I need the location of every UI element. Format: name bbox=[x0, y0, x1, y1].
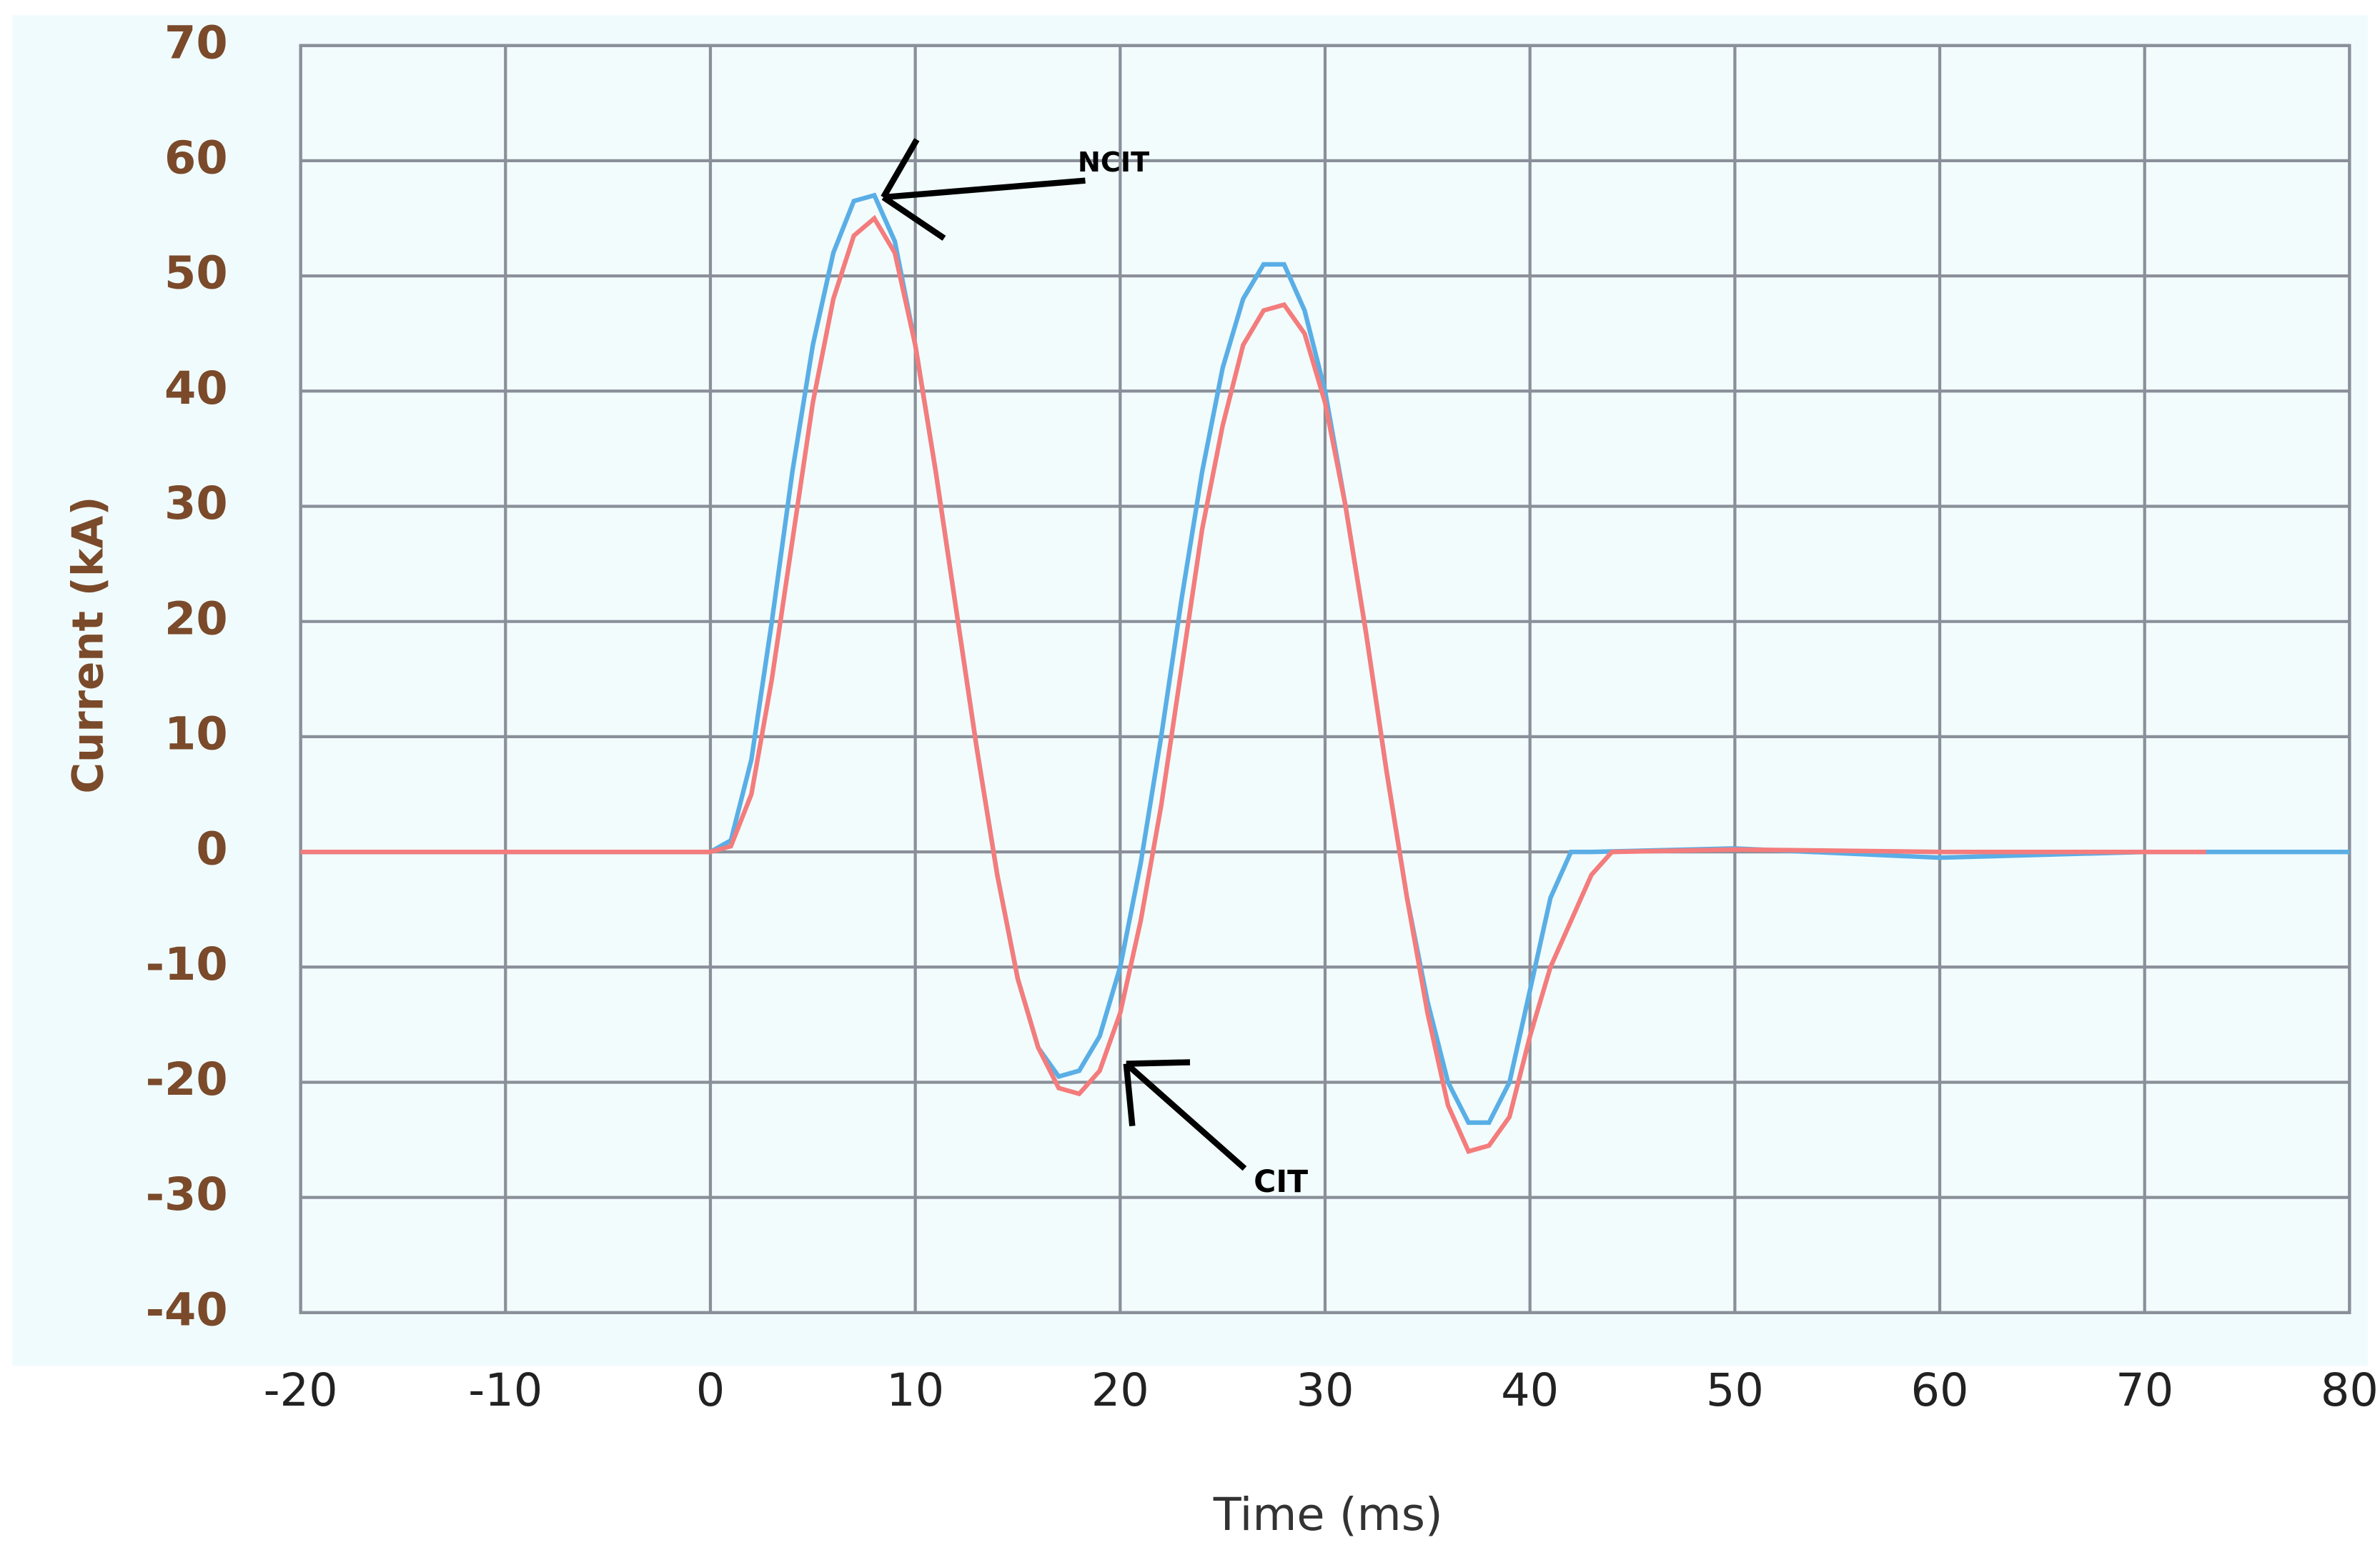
arrow bbox=[1124, 1061, 1247, 1171]
y-tick-label: 0 bbox=[196, 823, 227, 876]
y-tick-label: -40 bbox=[146, 1283, 228, 1336]
x-tick-label: -20 bbox=[264, 1364, 338, 1417]
arrow-head bbox=[1123, 1063, 1136, 1127]
x-tick-label: 50 bbox=[1706, 1364, 1764, 1417]
annotation: NCIT bbox=[1078, 147, 1149, 179]
y-tick-label: -10 bbox=[146, 938, 228, 991]
series-line bbox=[300, 214, 2206, 1154]
y-tick-label: -30 bbox=[146, 1168, 228, 1221]
x-tick-label: 70 bbox=[2116, 1364, 2173, 1417]
y-tick-label: -20 bbox=[146, 1053, 228, 1106]
y-tick-label: 70 bbox=[164, 16, 228, 69]
x-tick-label: 60 bbox=[1911, 1364, 1969, 1417]
y-tick-label: 40 bbox=[164, 362, 228, 415]
x-tick-label: 10 bbox=[886, 1364, 944, 1417]
arrow-head bbox=[1126, 1059, 1191, 1067]
x-tick-label: 30 bbox=[1296, 1364, 1354, 1417]
y-tick-label: 60 bbox=[164, 131, 228, 184]
x-tick-label: 0 bbox=[696, 1364, 725, 1417]
x-tick-label: 20 bbox=[1091, 1364, 1149, 1417]
lines bbox=[300, 192, 2350, 1154]
x-axis-title: Time (ms) bbox=[1213, 1489, 1443, 1541]
arrow bbox=[883, 177, 1086, 201]
y-tick-label: 30 bbox=[164, 477, 228, 530]
y-axis-title: Current (kA) bbox=[64, 496, 114, 793]
arrow-head bbox=[881, 138, 920, 199]
x-tick-label: 80 bbox=[2321, 1364, 2379, 1417]
grid bbox=[299, 44, 2351, 1314]
x-tick-label: -10 bbox=[468, 1364, 542, 1417]
annotation: CIT bbox=[1254, 1165, 1308, 1200]
y-tick-label: 50 bbox=[164, 247, 228, 300]
arrow-head bbox=[881, 194, 946, 241]
y-tick-label: 20 bbox=[164, 592, 228, 645]
x-tick-label: 40 bbox=[1501, 1364, 1559, 1417]
y-tick-label: 10 bbox=[164, 707, 228, 760]
series-line bbox=[300, 192, 2350, 1126]
annotations: NCIT CIT bbox=[881, 138, 1308, 1200]
